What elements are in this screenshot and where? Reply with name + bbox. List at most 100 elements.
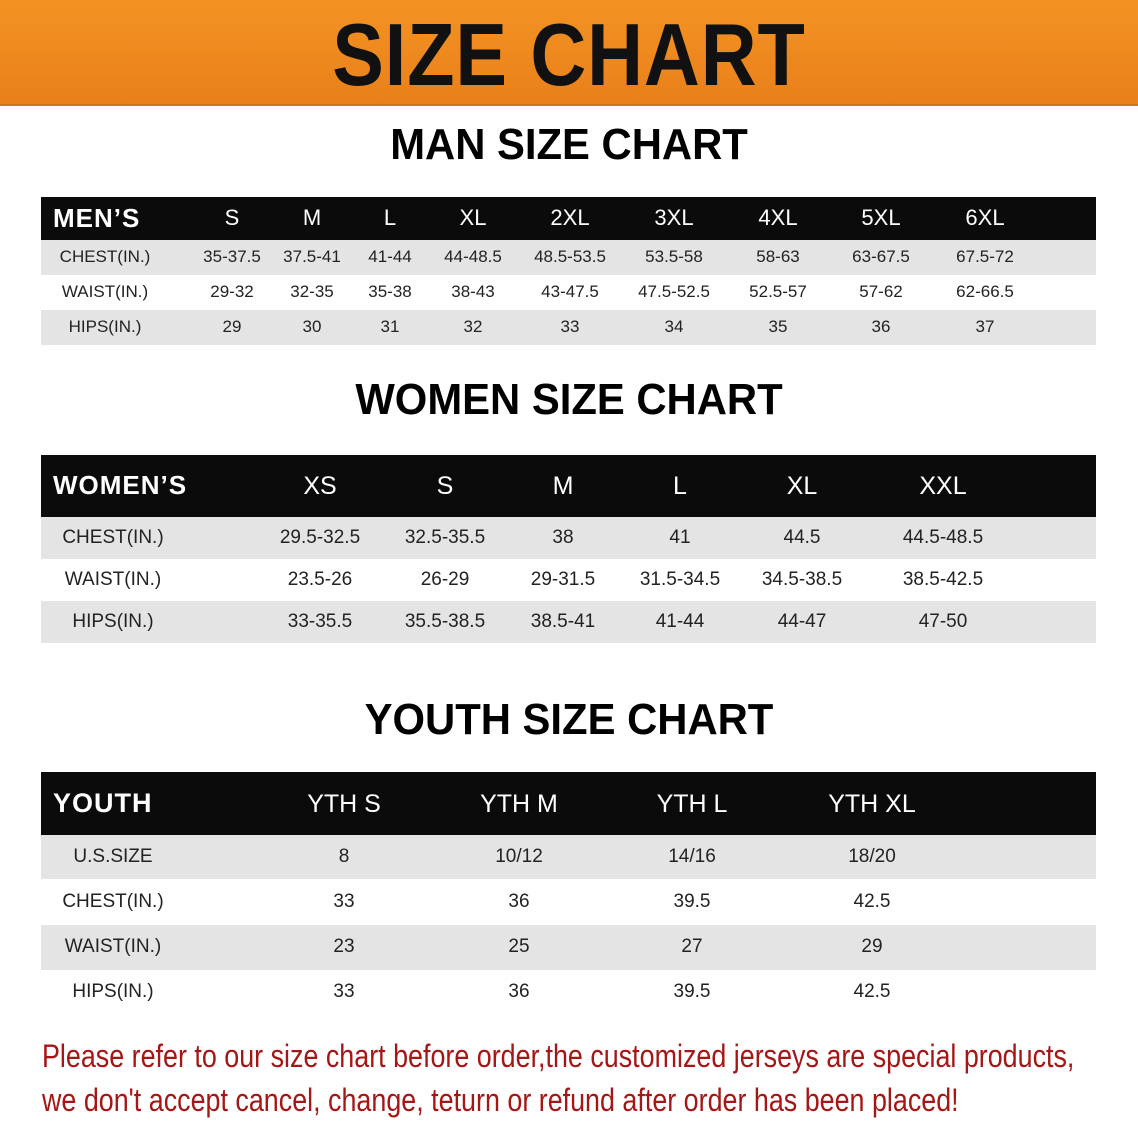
measurement-cell: 42.5 [853,890,891,912]
measurement-cell: 31.5-34.5 [639,568,721,590]
size-header: S [436,472,454,500]
men-header-row: MEN’S S M L XL 2XL 3XL 4XL 5XL 6XL [41,197,1096,240]
table-row: WAIST(IN.) 23 25 27 29 [41,925,1096,970]
measurement-cell: 35-38 [368,282,412,302]
measurement-cell: 34 [664,317,684,337]
measurement-cell: 18/20 [848,845,896,867]
measurement-cell: 33-35.5 [287,610,353,632]
measurement-cell: 39.5 [673,981,711,1003]
measurement-cell: 58-63 [756,247,800,267]
table-label: WOMEN’S [53,470,188,501]
table-row: WAIST(IN.) 23.5-26 26-29 29-31.5 31.5-34.5 34… [41,559,1096,601]
measurement-cell: 57-62 [859,282,903,302]
measurement-cell: 53.5-58 [645,247,703,267]
measurement-cell: 31 [380,317,400,337]
measurement-cell: 29-31.5 [530,568,596,590]
size-header: 5XL [861,205,901,231]
measurement-cell: 27 [681,936,703,958]
row-label: WAIST(IN.) [64,936,162,958]
table-row: HIPS(IN.) 33-35.5 35.5-38.5 38.5-41 41-44 44-… [41,601,1096,643]
table-row: HIPS(IN.) 29 30 31 32 33 34 35 36 37 [41,310,1096,345]
table-row: CHEST(IN.) 33 36 39.5 42.5 [41,879,1096,925]
notice-line-2: we don't accept cancel, change, teturn o… [42,1082,959,1118]
measurement-cell: 33 [560,317,580,337]
size-header: L [383,205,397,231]
measurement-cell: 67.5-72 [956,247,1014,267]
measurement-cell: 44-48.5 [444,247,502,267]
measurement-cell: 37.5-41 [283,247,341,267]
row-label: U.S.SIZE [73,845,153,867]
row-label: WAIST(IN.) [64,568,162,590]
measurement-cell: 26-29 [420,568,470,590]
measurement-cell: 38.5-42.5 [902,568,984,590]
size-header: 4XL [758,205,798,231]
measurement-cell: 35-37.5 [203,247,261,267]
measurement-cell: 32 [463,317,483,337]
measurement-cell: 35 [768,317,788,337]
row-label: HIPS(IN.) [68,317,142,337]
size-header: XL [786,472,818,500]
measurement-cell: 44.5 [783,526,821,548]
table-row: HIPS(IN.) 33 36 39.5 42.5 [41,970,1096,1015]
measurement-cell: 36 [871,317,891,337]
measurement-cell: 32.5-35.5 [404,526,486,548]
youth-header-row: YOUTH YTH S YTH M YTH L YTH XL [41,772,1096,835]
size-header: YTH L [656,789,728,818]
size-header: XS [303,472,337,500]
measurement-cell: 36 [508,890,530,912]
row-label: WAIST(IN.) [61,282,149,302]
notice-line-1: Please refer to our size chart before or… [42,1038,1075,1074]
banner: SIZE CHART [0,0,1138,106]
size-header: M [302,205,322,231]
measurement-cell: 36 [508,981,530,1003]
measurement-cell: 48.5-53.5 [534,247,606,267]
size-header: S [224,205,240,231]
table-row: U.S.SIZE 8 10/12 14/16 18/20 [41,835,1096,879]
measurement-cell: 42.5 [853,981,891,1003]
measurement-cell: 32-35 [290,282,334,302]
measurement-cell: 44-47 [777,610,827,632]
measurement-cell: 44.5-48.5 [902,526,984,548]
table-label: YOUTH [53,788,153,819]
measurement-cell: 33 [333,981,355,1003]
measurement-cell: 41-44 [368,247,412,267]
measurement-cell: 62-66.5 [956,282,1014,302]
women-section-title: WOMEN SIZE CHART [355,375,783,424]
measurement-cell: 47.5-52.5 [638,282,710,302]
men-section-title: MAN SIZE CHART [390,120,748,169]
measurement-cell: 14/16 [668,845,716,867]
measurement-cell: 37 [975,317,995,337]
women-header-row: WOMEN’S XS S M L XL XXL [41,455,1096,517]
table-row: WAIST(IN.) 29-32 32-35 35-38 38-43 43-47.5 47.… [41,275,1096,310]
size-header: YTH M [480,789,558,818]
table-row: CHEST(IN.) 29.5-32.5 32.5-35.5 38 41 44.5 44.5… [41,517,1096,559]
table-label: MEN’S [53,202,141,233]
size-header: YTH S [307,789,381,818]
measurement-cell: 47-50 [918,610,968,632]
measurement-cell: 38-43 [451,282,495,302]
row-label: CHEST(IN.) [62,890,164,912]
measurement-cell: 8 [338,845,350,867]
measurement-cell: 38.5-41 [530,610,596,632]
size-header: 6XL [965,205,1005,231]
row-label: CHEST(IN.) [62,526,164,548]
size-header: XL [459,205,487,231]
measurement-cell: 25 [508,936,530,958]
measurement-cell: 33 [333,890,355,912]
measurement-cell: 38 [552,526,574,548]
men-size-table: MEN’S S M L XL 2XL 3XL 4XL 5XL 6XL CHEST(IN.) 35-37… [41,197,1096,345]
women-size-table: WOMEN’S XS S M L XL XXL CHEST(IN.) 29.5-32.5 32.5… [41,455,1096,643]
measurement-cell: 29 [222,317,242,337]
measurement-cell: 29-32 [210,282,254,302]
row-label: CHEST(IN.) [59,247,151,267]
size-header: 3XL [654,205,694,231]
size-header: M [552,472,574,500]
size-header: XXL [919,472,967,500]
measurement-cell: 29.5-32.5 [279,526,361,548]
measurement-cell: 23.5-26 [287,568,353,590]
size-header: 2XL [550,205,590,231]
measurement-cell: 23 [333,936,355,958]
measurement-cell: 29 [861,936,883,958]
youth-section-title: YOUTH SIZE CHART [364,695,774,744]
measurement-cell: 41-44 [655,610,705,632]
